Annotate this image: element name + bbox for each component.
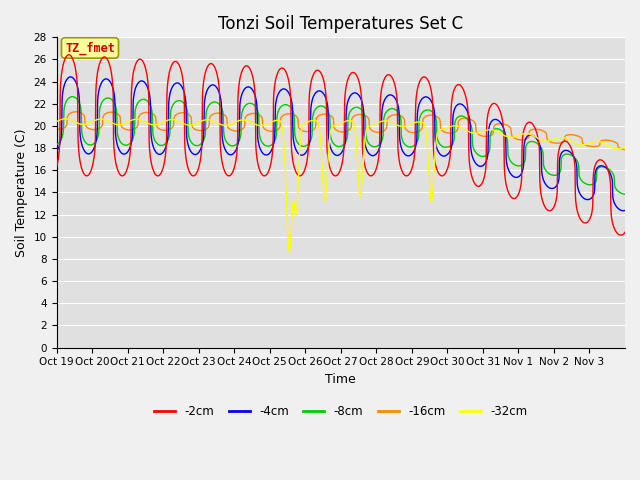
X-axis label: Time: Time: [325, 373, 356, 386]
Y-axis label: Soil Temperature (C): Soil Temperature (C): [15, 128, 28, 257]
Legend: -2cm, -4cm, -8cm, -16cm, -32cm: -2cm, -4cm, -8cm, -16cm, -32cm: [149, 400, 532, 422]
Text: TZ_fmet: TZ_fmet: [65, 41, 115, 55]
Title: Tonzi Soil Temperatures Set C: Tonzi Soil Temperatures Set C: [218, 15, 463, 33]
